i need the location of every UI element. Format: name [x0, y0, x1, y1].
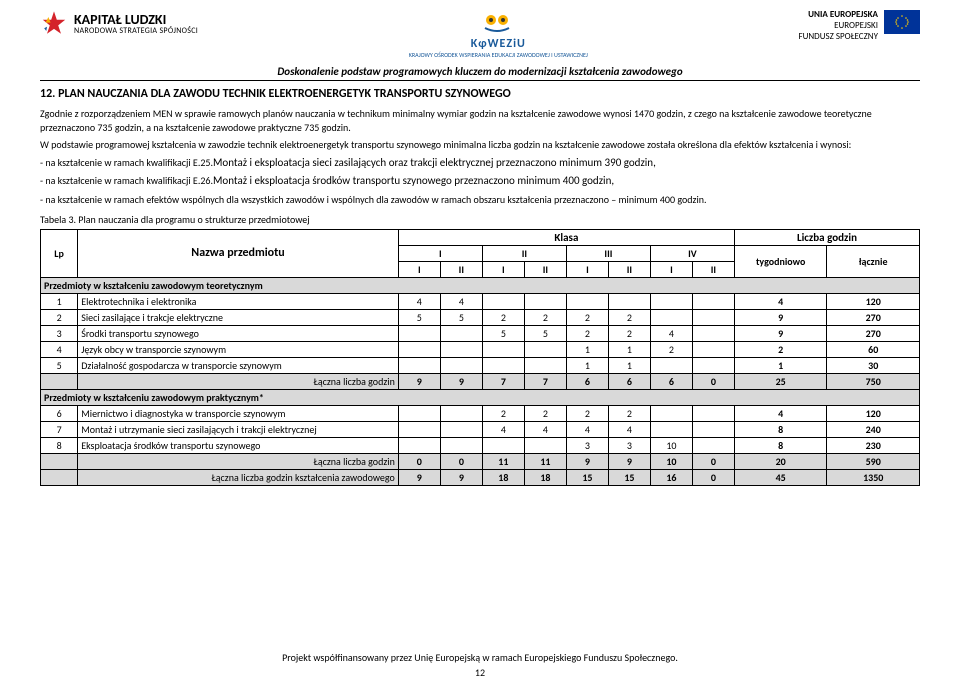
- th-sub: II: [608, 261, 650, 277]
- th-liczba: Liczba godzin: [734, 229, 919, 245]
- th-sub: II: [692, 261, 734, 277]
- table-row: 6Miernictwo i diagnostyka w transporcie …: [41, 405, 920, 421]
- page-number: 12: [0, 666, 960, 679]
- th-tyg: tygodniowo: [734, 245, 826, 277]
- paragraph-5: - na kształcenie w ramach efektów wspóln…: [40, 193, 920, 207]
- total-row: Łączna liczba godzin kształcenia zawodow…: [41, 469, 920, 485]
- paragraph-2: W podstawie programowej kształcenia w za…: [40, 138, 920, 152]
- logo-eu: UNIA EUROPEJSKA EUROPEJSKI FUNDUSZ SPOŁE…: [798, 10, 920, 42]
- table-caption: Tabela 3. Plan nauczania dla programu o …: [40, 213, 920, 226]
- th-r3: III: [566, 245, 650, 261]
- table-row: 7Montaż i utrzymanie sieci zasilających …: [41, 421, 920, 437]
- star-icon: [40, 10, 68, 38]
- th-sub: I: [566, 261, 608, 277]
- logo-left-title: KAPITAŁ LUDZKI: [74, 12, 198, 27]
- logo-koweziu: KφWEZiU KRAJOWY OŚRODEK WSPIERANIA EDUKA…: [409, 10, 588, 59]
- logo-center-sub: KRAJOWY OŚRODEK WSPIERANIA EDUKACJI ZAWO…: [409, 51, 588, 59]
- eu-flag-icon: [884, 10, 920, 34]
- paragraph-4: - na kształcenie w ramach kwalifikacji E…: [40, 174, 920, 189]
- th-r4: IV: [650, 245, 734, 261]
- eu-line3: FUNDUSZ SPOŁECZNY: [798, 32, 878, 43]
- logo-center-name: KφWEZiU: [409, 37, 588, 51]
- sum-row-2: Łączna liczba godzin0011119910020590: [41, 453, 920, 469]
- table-row: 4Język obcy w transporcie szynowym112260: [41, 341, 920, 357]
- logo-kapital-ludzki: KAPITAŁ LUDZKI NARODOWA STRATEGIA SPÓJNO…: [40, 10, 198, 38]
- page-footer: Projekt współfinansowany przez Unię Euro…: [0, 651, 960, 679]
- table-row: 3Środki transportu szynowego552249270: [41, 325, 920, 341]
- table-row: 5Działalność gospodarcza w transporcie s…: [41, 357, 920, 373]
- th-sub: I: [482, 261, 524, 277]
- th-sub: II: [440, 261, 482, 277]
- paragraph-3: - na kształcenie w ramach kwalifikacji E…: [40, 156, 920, 171]
- eu-line2: EUROPEJSKI: [798, 21, 878, 32]
- logo-left-subtitle: NARODOWA STRATEGIA SPÓJNOŚCI: [74, 27, 198, 36]
- th-nazwa: Nazwa przedmiotu: [78, 229, 399, 277]
- table-row: 1Elektrotechnika i elektronika444120: [41, 293, 920, 309]
- table-row: 2Sieci zasilające i trakcje elektryczne5…: [41, 309, 920, 325]
- th-lp: Lp: [41, 229, 78, 277]
- th-r1: I: [398, 245, 482, 261]
- section-row-1: Przedmioty w kształceniu zawodowym teore…: [41, 277, 920, 293]
- table-row: 8Eksploatacja środków transportu szynowe…: [41, 437, 920, 453]
- footer-text: Projekt współfinansowany przez Unię Euro…: [0, 651, 960, 664]
- main-content: 12. PLAN NAUCZANIA DLA ZAWODU TECHNIK EL…: [0, 87, 960, 486]
- th-klasa: Klasa: [398, 229, 734, 245]
- th-sub: I: [398, 261, 440, 277]
- paragraph-1: Zgodnie z rozporządzeniem MEN w sprawie …: [40, 107, 920, 134]
- curriculum-table: Lp Nazwa przedmiotu Klasa Liczba godzin …: [40, 229, 920, 486]
- sum-row-1: Łączna liczba godzin9977666025750: [41, 373, 920, 389]
- owl-icon: [473, 10, 523, 34]
- section-row-2: Przedmioty w kształceniu zawodowym prakt…: [41, 389, 920, 405]
- th-lac: łącznie: [827, 245, 920, 277]
- project-subtitle: Doskonalenie podstaw programowych klucze…: [40, 65, 920, 81]
- th-r2: II: [482, 245, 566, 261]
- th-sub: I: [650, 261, 692, 277]
- section-heading: 12. PLAN NAUCZANIA DLA ZAWODU TECHNIK EL…: [40, 87, 920, 101]
- page-header: KAPITAŁ LUDZKI NARODOWA STRATEGIA SPÓJNO…: [0, 0, 960, 65]
- th-sub: II: [524, 261, 566, 277]
